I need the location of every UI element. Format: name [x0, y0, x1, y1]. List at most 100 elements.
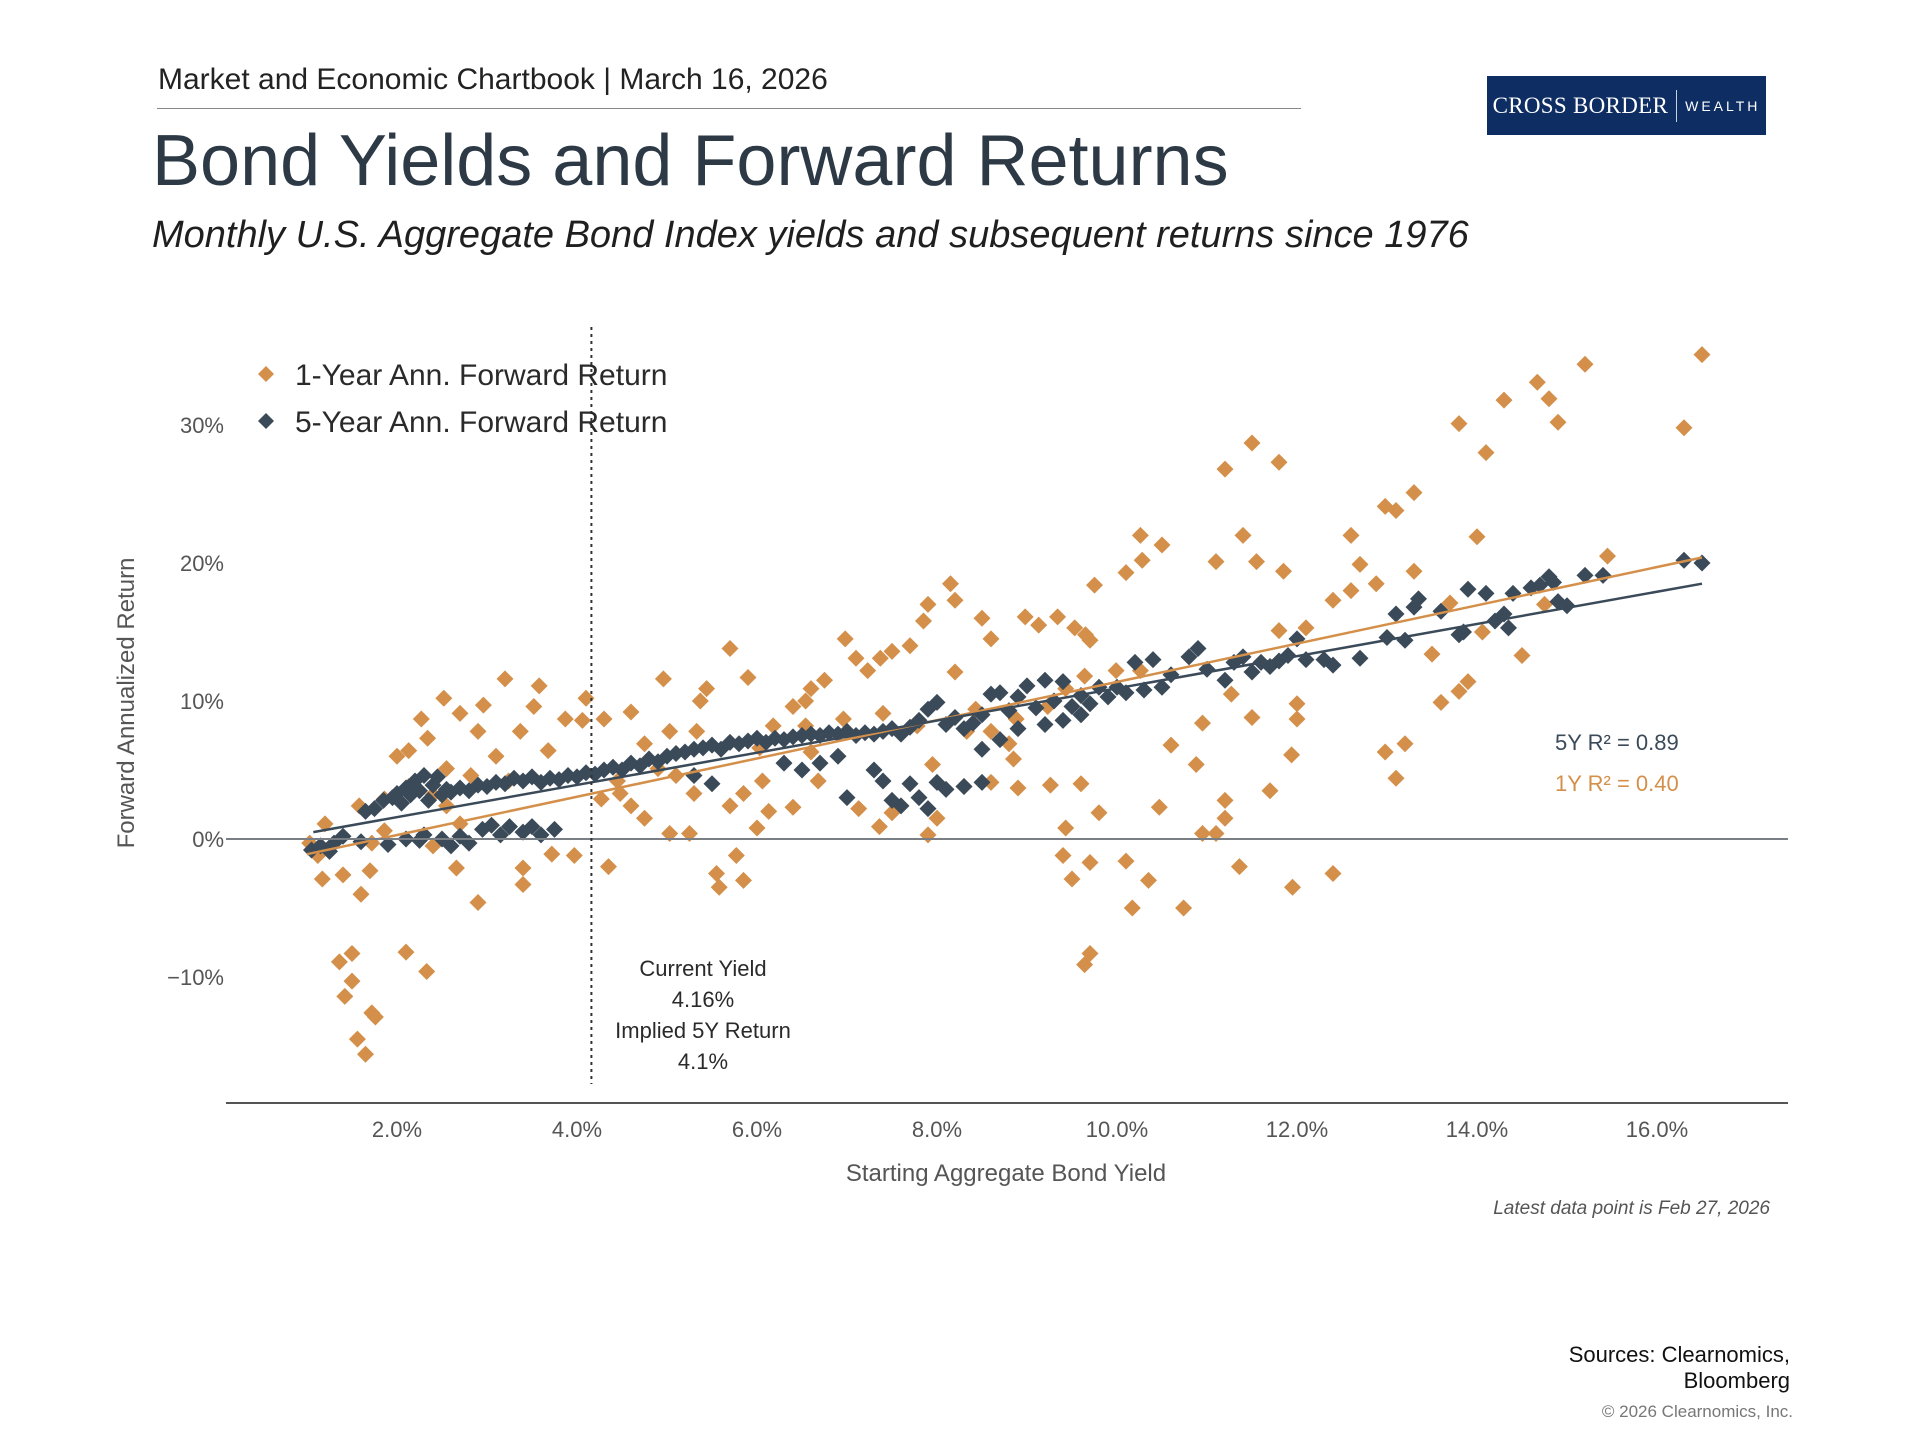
copyright: © 2026 Clearnomics, Inc.	[1601, 1402, 1793, 1421]
point-1y	[418, 962, 436, 980]
point-1y	[847, 649, 865, 667]
legend: 1-Year Ann. Forward Return 5-Year Ann. F…	[258, 359, 667, 439]
point-5y	[919, 800, 937, 818]
point-5y	[964, 714, 982, 732]
point-1y	[1275, 562, 1292, 580]
current-yield-annotation: Current Yield 4.16% Implied 5Y Return 4.…	[615, 956, 791, 1074]
point-1y	[919, 595, 937, 613]
point-5y	[1009, 720, 1027, 738]
annotation-line2: 4.16%	[672, 987, 734, 1012]
point-1y	[1351, 555, 1369, 573]
point-5y	[1072, 706, 1090, 724]
point-1y	[556, 710, 574, 728]
point-1y	[1342, 526, 1360, 544]
point-1y	[447, 859, 465, 877]
point-5y	[442, 837, 460, 855]
point-5y	[1432, 602, 1450, 620]
point-5y	[1477, 584, 1495, 602]
point-1y	[514, 876, 532, 894]
point-5y	[973, 740, 991, 758]
point-1y	[784, 698, 802, 716]
point-1y	[397, 943, 415, 961]
point-1y	[487, 747, 505, 765]
point-1y	[1131, 526, 1149, 544]
point-5y	[811, 754, 829, 772]
point-1y	[525, 698, 543, 716]
point-5y	[1387, 605, 1405, 623]
legend-5y-diamond-icon	[258, 413, 274, 429]
point-1y	[764, 717, 782, 735]
point-1y	[1063, 870, 1081, 888]
point-5y	[1378, 629, 1396, 647]
point-1y	[1405, 484, 1423, 502]
point-5y	[928, 693, 946, 711]
point-1y	[1513, 646, 1531, 664]
point-1y	[1133, 551, 1151, 569]
x-tick-label: 16.0%	[1626, 1117, 1688, 1142]
point-5y	[937, 780, 955, 798]
x-ticks: 2.0% 4.0% 6.0% 8.0% 10.0% 12.0% 14.0% 16.0%	[372, 1117, 1688, 1142]
point-1y	[366, 1008, 384, 1026]
point-1y	[924, 755, 941, 773]
x-tick-label: 2.0%	[372, 1117, 422, 1142]
page-title: Bond Yields and Forward Returns	[152, 121, 1229, 201]
point-1y	[1216, 809, 1234, 827]
point-5y	[1351, 649, 1369, 667]
point-1y	[1396, 735, 1414, 753]
point-1y	[1473, 623, 1491, 641]
point-5y	[703, 775, 721, 793]
point-1y	[1123, 899, 1141, 917]
point-5y	[420, 791, 437, 809]
point-1y	[1077, 626, 1094, 644]
point-1y	[654, 670, 672, 688]
point-1y	[622, 703, 640, 721]
point-5y	[546, 820, 563, 838]
point-1y	[1216, 460, 1234, 478]
series-1y-points	[301, 346, 1711, 1063]
point-1y	[1324, 591, 1342, 609]
point-1y	[343, 945, 361, 963]
point-1y	[330, 953, 348, 971]
point-5y	[1576, 566, 1594, 584]
point-1y	[1175, 899, 1193, 917]
point-5y	[1693, 554, 1711, 572]
point-1y	[982, 722, 1000, 740]
point-1y	[622, 797, 640, 815]
point-1y	[514, 859, 532, 877]
x-tick-label: 8.0%	[912, 1117, 962, 1142]
point-5y	[1234, 648, 1252, 666]
point-1y	[919, 826, 937, 844]
point-1y	[973, 609, 991, 627]
point-1y	[1187, 755, 1205, 773]
point-5y	[1153, 678, 1171, 696]
point-1y	[661, 824, 679, 842]
point-1y	[1283, 746, 1301, 764]
point-1y	[859, 662, 877, 680]
point-1y	[1693, 346, 1711, 364]
page-subtitle: Monthly U.S. Aggregate Bond Index yields…	[152, 214, 1469, 256]
point-1y	[982, 773, 1000, 791]
point-5y	[1243, 663, 1261, 681]
point-1y	[592, 790, 610, 808]
point-1y	[496, 670, 514, 688]
point-5y	[1531, 576, 1549, 594]
point-5y	[1459, 580, 1477, 598]
point-5y	[1036, 715, 1054, 733]
point-1y	[1367, 575, 1385, 593]
point-1y	[685, 784, 703, 802]
point-1y	[942, 575, 959, 593]
point-5y	[1500, 619, 1517, 637]
y-tick-label: 0%	[192, 827, 224, 852]
point-1y	[1081, 853, 1099, 871]
point-1y	[928, 809, 946, 827]
point-1y	[336, 987, 354, 1005]
point-1y	[1243, 434, 1261, 452]
point-1y	[388, 747, 406, 765]
point-5y	[1099, 688, 1117, 706]
point-1y	[565, 847, 583, 865]
point-1y	[1041, 776, 1059, 794]
point-1y	[901, 637, 919, 655]
point-1y	[595, 710, 613, 728]
y-ticks: −10% 0% 10% 20% 30%	[167, 413, 224, 990]
point-5y	[991, 731, 1009, 749]
